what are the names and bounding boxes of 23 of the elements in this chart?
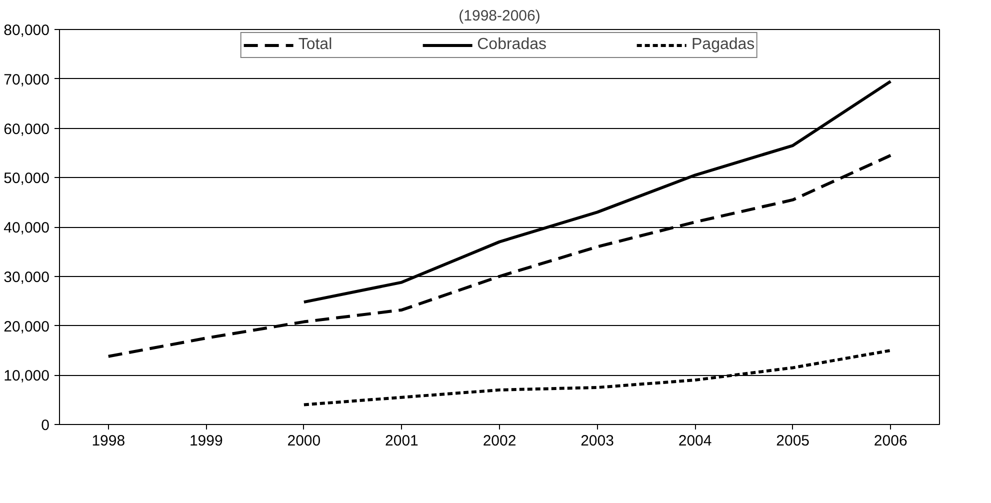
- y-tick-label: 50,000: [4, 170, 50, 188]
- x-tick-label: 1998: [92, 432, 126, 450]
- x-tick-label: 2001: [385, 432, 418, 450]
- chart-title: (1998-2006): [458, 8, 540, 24]
- legend-label: Total: [298, 36, 332, 54]
- y-tick-label: 20,000: [4, 318, 50, 336]
- x-tick-label: 2004: [678, 432, 712, 450]
- y-tick-label: 40,000: [4, 220, 50, 236]
- y-tick-label: 70,000: [4, 71, 50, 88]
- y-tick-label: 60,000: [4, 120, 50, 138]
- legend-label: Cobradas: [477, 36, 546, 54]
- line-series: [106, 154, 892, 358]
- y-tick-label: 10,000: [4, 368, 50, 385]
- y-tick-label: 30,000: [4, 268, 50, 286]
- x-tick-label: 2002: [482, 432, 516, 450]
- x-tick-label: 1999: [189, 432, 223, 450]
- y-tick-label: 80,000: [4, 22, 50, 39]
- legend-label: Pagadas: [692, 36, 755, 54]
- y-tick-label: 0: [41, 417, 50, 434]
- x-tick-label: 2005: [776, 432, 810, 450]
- x-tick-label: 2003: [580, 432, 614, 450]
- x-tick-label: 2000: [287, 432, 321, 450]
- x-tick-label: 2006: [874, 432, 908, 450]
